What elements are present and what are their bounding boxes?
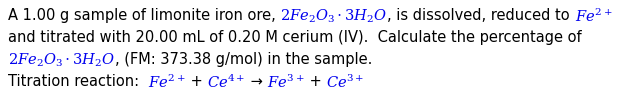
Text: $Fe^{2+}$: $Fe^{2+}$	[575, 8, 612, 25]
Text: A 1.00 g sample of limonite iron ore,: A 1.00 g sample of limonite iron ore,	[8, 8, 280, 23]
Text: +: +	[305, 74, 326, 89]
Text: +: +	[186, 74, 207, 89]
Text: , is dissolved, reduced to: , is dissolved, reduced to	[388, 8, 575, 23]
Text: Titration reaction:: Titration reaction:	[8, 74, 149, 89]
Text: $2Fe_2O_3 \cdot 3H_2O$: $2Fe_2O_3 \cdot 3H_2O$	[8, 52, 115, 69]
Text: $Ce^{3+}$: $Ce^{3+}$	[326, 74, 364, 91]
Text: →: →	[246, 74, 267, 89]
Text: $Fe^{2+}$: $Fe^{2+}$	[149, 74, 186, 91]
Text: , (FM: 373.38 g/mol) in the sample.: , (FM: 373.38 g/mol) in the sample.	[115, 52, 373, 67]
Text: and titrated with 20.00 mL of 0.20 M cerium (IV).  Calculate the percentage of: and titrated with 20.00 mL of 0.20 M cer…	[8, 30, 582, 45]
Text: $Fe^{3+}$: $Fe^{3+}$	[267, 74, 305, 91]
Text: $Ce^{4+}$: $Ce^{4+}$	[207, 74, 246, 91]
Text: $2Fe_2O_3 \cdot 3H_2O$: $2Fe_2O_3 \cdot 3H_2O$	[280, 8, 388, 25]
